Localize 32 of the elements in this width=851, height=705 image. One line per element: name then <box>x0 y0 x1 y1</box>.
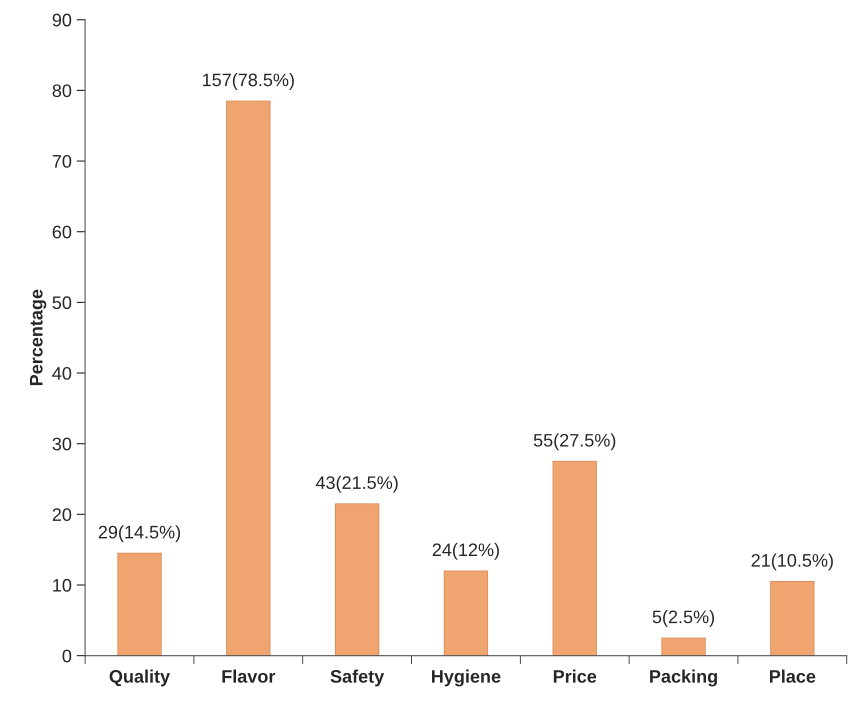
y-tick-label: 70 <box>52 154 72 168</box>
data-label: 24(12%) <box>432 542 499 560</box>
data-label: 43(21.5%) <box>316 476 398 493</box>
data-label: 29(14.5%) <box>98 525 180 542</box>
bar <box>770 581 815 656</box>
y-tick-label: 80 <box>52 84 72 98</box>
y-tick-label: 50 <box>52 296 72 310</box>
y-tick-label: 30 <box>52 438 72 450</box>
bar <box>226 100 270 656</box>
y-tick-label: 60 <box>52 226 72 238</box>
y-tick-label: 10 <box>53 578 72 592</box>
x-tick-label: Packing <box>650 670 717 686</box>
bar <box>334 503 380 656</box>
data-label: 21(10.5%) <box>752 554 833 570</box>
x-tick-label: Safety <box>330 670 384 686</box>
data-label: 55(27.5%) <box>534 433 616 450</box>
y-tick-label: 40 <box>52 366 72 380</box>
x-tick-label: Flavor <box>222 670 276 683</box>
bar <box>444 570 488 656</box>
x-tick-label: Place <box>770 670 816 683</box>
data-label: 5(2.5%) <box>652 610 714 627</box>
x-tick-label: Price <box>554 670 596 683</box>
bar <box>661 638 706 656</box>
x-tick-label: Quality <box>110 670 170 686</box>
data-label: 157(78.5%) <box>203 73 294 90</box>
y-axis-title: Percentage <box>30 290 46 386</box>
bar <box>552 460 597 656</box>
bar <box>117 552 162 656</box>
y-tick-label: 0 <box>62 650 72 662</box>
x-tick-label: Hygiene <box>432 670 500 686</box>
y-tick-label: 20 <box>52 508 72 522</box>
y-tick-label: 90 <box>52 14 72 26</box>
